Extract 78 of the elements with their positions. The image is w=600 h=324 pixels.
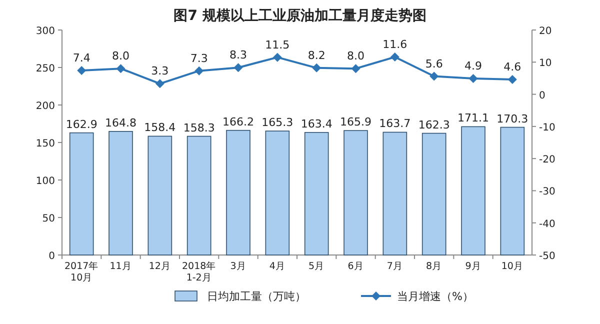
data-label: 158.4 bbox=[144, 121, 176, 134]
data-label: 3.3 bbox=[151, 64, 169, 78]
y2-tick-label: 0 bbox=[539, 90, 546, 102]
y-tick-label: 0 bbox=[48, 251, 55, 262]
chart-title: 图7 规模以上工业原油加工量月度走势图 bbox=[174, 7, 426, 24]
y-tick-label: 250 bbox=[36, 64, 55, 74]
y2-tick-label: -20 bbox=[539, 154, 556, 166]
point bbox=[155, 79, 164, 88]
bar bbox=[265, 130, 290, 256]
bar bbox=[186, 136, 212, 256]
data-label: 11.5 bbox=[265, 38, 290, 52]
data-label: 165.9 bbox=[340, 116, 372, 129]
point bbox=[351, 64, 360, 74]
legend-label: 日均加工量（万吨） bbox=[207, 290, 306, 303]
x-tick-label: 11月 bbox=[110, 261, 132, 272]
bar bbox=[69, 132, 94, 256]
x-tick-label: 2018年 1-2月 bbox=[182, 260, 216, 284]
data-label: 8.0 bbox=[112, 50, 130, 63]
y2-tick-label: -40 bbox=[539, 218, 556, 230]
y2-tick-label: -10 bbox=[539, 122, 556, 134]
point bbox=[77, 66, 86, 75]
y2-tick-label: -30 bbox=[539, 186, 556, 198]
point bbox=[234, 63, 243, 72]
point bbox=[508, 75, 517, 84]
point bbox=[194, 66, 204, 76]
bar bbox=[226, 130, 250, 256]
data-label: 164.8 bbox=[105, 116, 136, 130]
x-tick-label: 12月 bbox=[148, 261, 171, 272]
data-label: 5.6 bbox=[425, 57, 443, 70]
point bbox=[312, 63, 322, 72]
legend-label: 当月增速（%） bbox=[397, 290, 474, 303]
data-label: 8.2 bbox=[308, 48, 326, 62]
data-label: 162.3 bbox=[418, 118, 450, 132]
data-label: 166.2 bbox=[222, 115, 254, 128]
point bbox=[116, 64, 126, 74]
data-label: 7.4 bbox=[72, 52, 90, 64]
bar bbox=[148, 136, 172, 256]
data-label: 170.3 bbox=[496, 112, 528, 126]
data-label: 4.6 bbox=[504, 60, 522, 74]
point bbox=[272, 52, 282, 62]
data-label: 162.9 bbox=[66, 118, 98, 131]
x-tick-label: 3月 bbox=[230, 261, 246, 272]
y-tick-label: 50 bbox=[42, 214, 55, 224]
x-tick-label: 8月 bbox=[426, 261, 442, 272]
x-tick-label: 4月 bbox=[269, 261, 286, 272]
y2-tick-label: -50 bbox=[539, 251, 556, 262]
bar bbox=[304, 132, 329, 256]
y-tick-label: 150 bbox=[36, 138, 55, 150]
data-label: 8.0 bbox=[347, 50, 364, 63]
bar bbox=[382, 132, 408, 256]
bar bbox=[422, 132, 446, 256]
data-label: 7.3 bbox=[190, 52, 208, 65]
point bbox=[390, 52, 400, 62]
point bbox=[468, 74, 478, 84]
x-tick-label: 7月 bbox=[386, 261, 403, 272]
bar bbox=[461, 126, 486, 256]
x-tick-label: 9月 bbox=[465, 261, 482, 272]
data-label: 163.4 bbox=[300, 117, 332, 130]
x-tick-label: 6月 bbox=[348, 261, 364, 272]
data-label: 8.3 bbox=[230, 48, 247, 62]
bar bbox=[500, 126, 525, 256]
x-tick-label: 5月 bbox=[308, 261, 325, 272]
y-tick-label: 300 bbox=[36, 26, 55, 37]
data-label: 171.1 bbox=[458, 112, 489, 125]
bar bbox=[108, 131, 133, 256]
data-label: 4.9 bbox=[464, 60, 482, 73]
y-tick-label: 200 bbox=[36, 101, 55, 112]
x-tick-label: 2017年 10月 bbox=[64, 260, 99, 284]
y2-tick-label: 20 bbox=[539, 26, 552, 37]
data-label: 165.3 bbox=[262, 116, 294, 130]
point bbox=[430, 72, 439, 81]
bar bbox=[344, 130, 368, 256]
data-label: 158.3 bbox=[183, 121, 215, 134]
data-label: 163.7 bbox=[379, 117, 411, 130]
data-label: 11.6 bbox=[382, 38, 408, 51]
y-tick-label: 100 bbox=[36, 176, 55, 187]
x-tick-label: 10月 bbox=[501, 261, 524, 272]
y2-tick-label: 10 bbox=[539, 58, 552, 70]
